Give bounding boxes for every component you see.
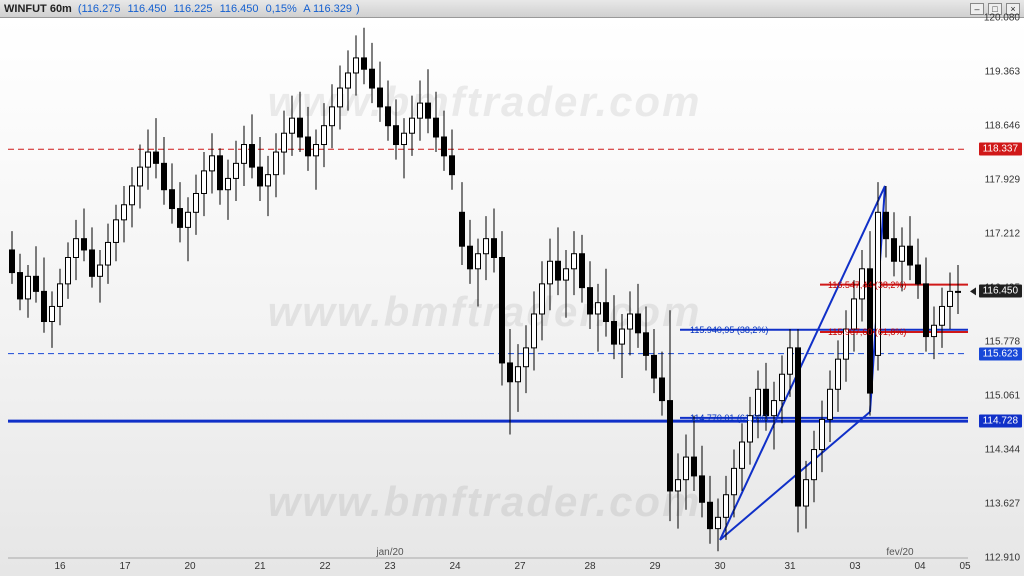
chart-area[interactable]: www.bmftrader.com www.bmftrader.com www.…	[0, 18, 1024, 576]
x-tick: 16	[54, 561, 65, 572]
price-tag: 115.623	[979, 347, 1022, 360]
y-tick: 114.344	[985, 445, 1020, 456]
price-tag: 116.450	[979, 285, 1022, 298]
y-tick: 113.627	[985, 499, 1020, 510]
y-tick: 118.646	[985, 121, 1020, 132]
x-tick: 05	[959, 561, 970, 572]
price-tag: 114.728	[979, 415, 1022, 428]
titlebar[interactable]: WINFUT 60m (116.275 116.450 116.225 116.…	[0, 0, 1024, 18]
fib-label: 115.940,95 (38,2%)	[690, 325, 768, 335]
y-tick: 115.061	[985, 391, 1020, 402]
y-tick: 120.080	[984, 13, 1020, 24]
x-tick: 31	[784, 561, 795, 572]
chart-window: WINFUT 60m (116.275 116.450 116.225 116.…	[0, 0, 1024, 576]
y-tick: 117.212	[985, 229, 1020, 240]
x-tick: 21	[254, 561, 265, 572]
fib-label: 115.907,60 (61,8%)	[828, 327, 906, 337]
x-tick: 22	[319, 561, 330, 572]
x-tick: 24	[449, 561, 460, 572]
x-tick: 20	[184, 561, 195, 572]
x-tick: 30	[714, 561, 725, 572]
x-tick: 27	[514, 561, 525, 572]
quote-values: (116.275 116.450 116.225 116.450 0,15% A…	[78, 3, 360, 15]
fib-label: 114.770,01 (61,8%)	[690, 413, 768, 423]
month-label: jan/20	[376, 547, 403, 558]
y-tick: 112.910	[985, 553, 1020, 564]
x-tick: 04	[914, 561, 925, 572]
y-tick: 119.363	[985, 67, 1020, 78]
fib-label: 116.547,44 (38,2%)	[828, 280, 906, 290]
symbol-label: WINFUT 60m	[4, 3, 72, 15]
x-tick: 29	[649, 561, 660, 572]
plot-svg	[0, 18, 1024, 576]
minimize-button[interactable]: –	[970, 3, 984, 15]
month-label: fev/20	[886, 547, 913, 558]
x-tick: 17	[119, 561, 130, 572]
y-tick: 117.929	[985, 175, 1020, 186]
x-tick: 23	[384, 561, 395, 572]
x-tick: 28	[584, 561, 595, 572]
y-tick: 115.778	[985, 337, 1020, 348]
x-tick: 03	[849, 561, 860, 572]
price-tag: 118.337	[979, 143, 1022, 156]
